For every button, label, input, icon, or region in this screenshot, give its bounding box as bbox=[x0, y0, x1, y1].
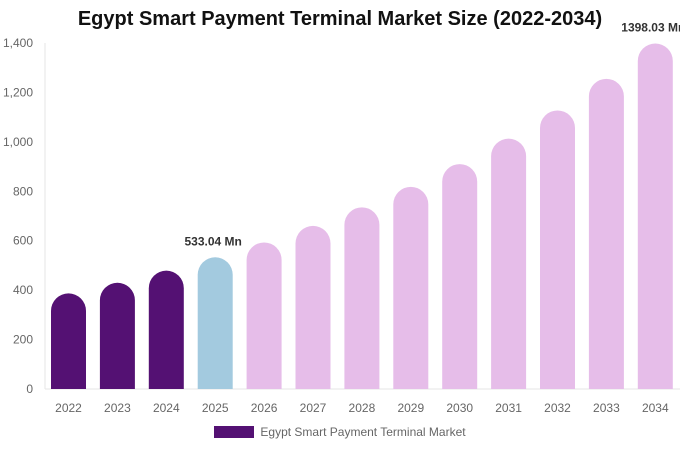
bar-2029 bbox=[393, 186, 429, 389]
x-tick-label: 2029 bbox=[397, 401, 424, 415]
x-tick-label: 2022 bbox=[55, 401, 82, 415]
bar-2026 bbox=[246, 242, 282, 389]
x-tick-label: 2025 bbox=[202, 401, 229, 415]
bar-2023 bbox=[99, 282, 135, 389]
bar-2032 bbox=[540, 110, 575, 389]
x-tick-label: 2030 bbox=[446, 401, 473, 415]
legend-swatch bbox=[214, 426, 255, 438]
bar-2027 bbox=[295, 225, 331, 389]
bar-2030 bbox=[442, 164, 478, 389]
x-tick-label: 2034 bbox=[642, 401, 669, 415]
y-tick-label: 600 bbox=[13, 234, 33, 248]
y-tick-label: 1,000 bbox=[3, 135, 33, 149]
x-tick-label: 2032 bbox=[544, 401, 571, 415]
x-tick-label: 2033 bbox=[593, 401, 620, 415]
legend-label: Egypt Smart Payment Terminal Market bbox=[260, 425, 466, 439]
x-tick-label: 2028 bbox=[349, 401, 376, 415]
chart-title: Egypt Smart Payment Terminal Market Size… bbox=[77, 8, 603, 30]
x-tick-label: 2031 bbox=[495, 401, 522, 415]
bar-2025 bbox=[197, 257, 233, 389]
bar-2028 bbox=[344, 207, 380, 389]
bar-2024 bbox=[148, 270, 184, 389]
bar-2022 bbox=[51, 293, 86, 389]
x-tick-label: 2024 bbox=[153, 401, 180, 415]
x-tick-label: 2023 bbox=[104, 401, 131, 415]
bar-2034 bbox=[637, 43, 673, 389]
x-tick-label: 2027 bbox=[300, 401, 327, 415]
y-tick-label: 800 bbox=[13, 184, 33, 198]
bar-2033 bbox=[588, 78, 624, 389]
y-tick-label: 1,200 bbox=[3, 85, 33, 99]
y-tick-label: 400 bbox=[13, 283, 33, 297]
bar-2031 bbox=[491, 138, 527, 389]
x-tick-label: 2026 bbox=[251, 401, 278, 415]
data-label-2034: 1398.03 Mn bbox=[621, 20, 680, 34]
data-label-2025: 533.04 Mn bbox=[185, 234, 242, 248]
y-tick-label: 200 bbox=[13, 333, 33, 347]
legend[interactable]: Egypt Smart Payment Terminal Market bbox=[0, 425, 680, 439]
y-tick-label: 1,400 bbox=[3, 36, 33, 50]
y-tick-label: 0 bbox=[26, 382, 33, 396]
